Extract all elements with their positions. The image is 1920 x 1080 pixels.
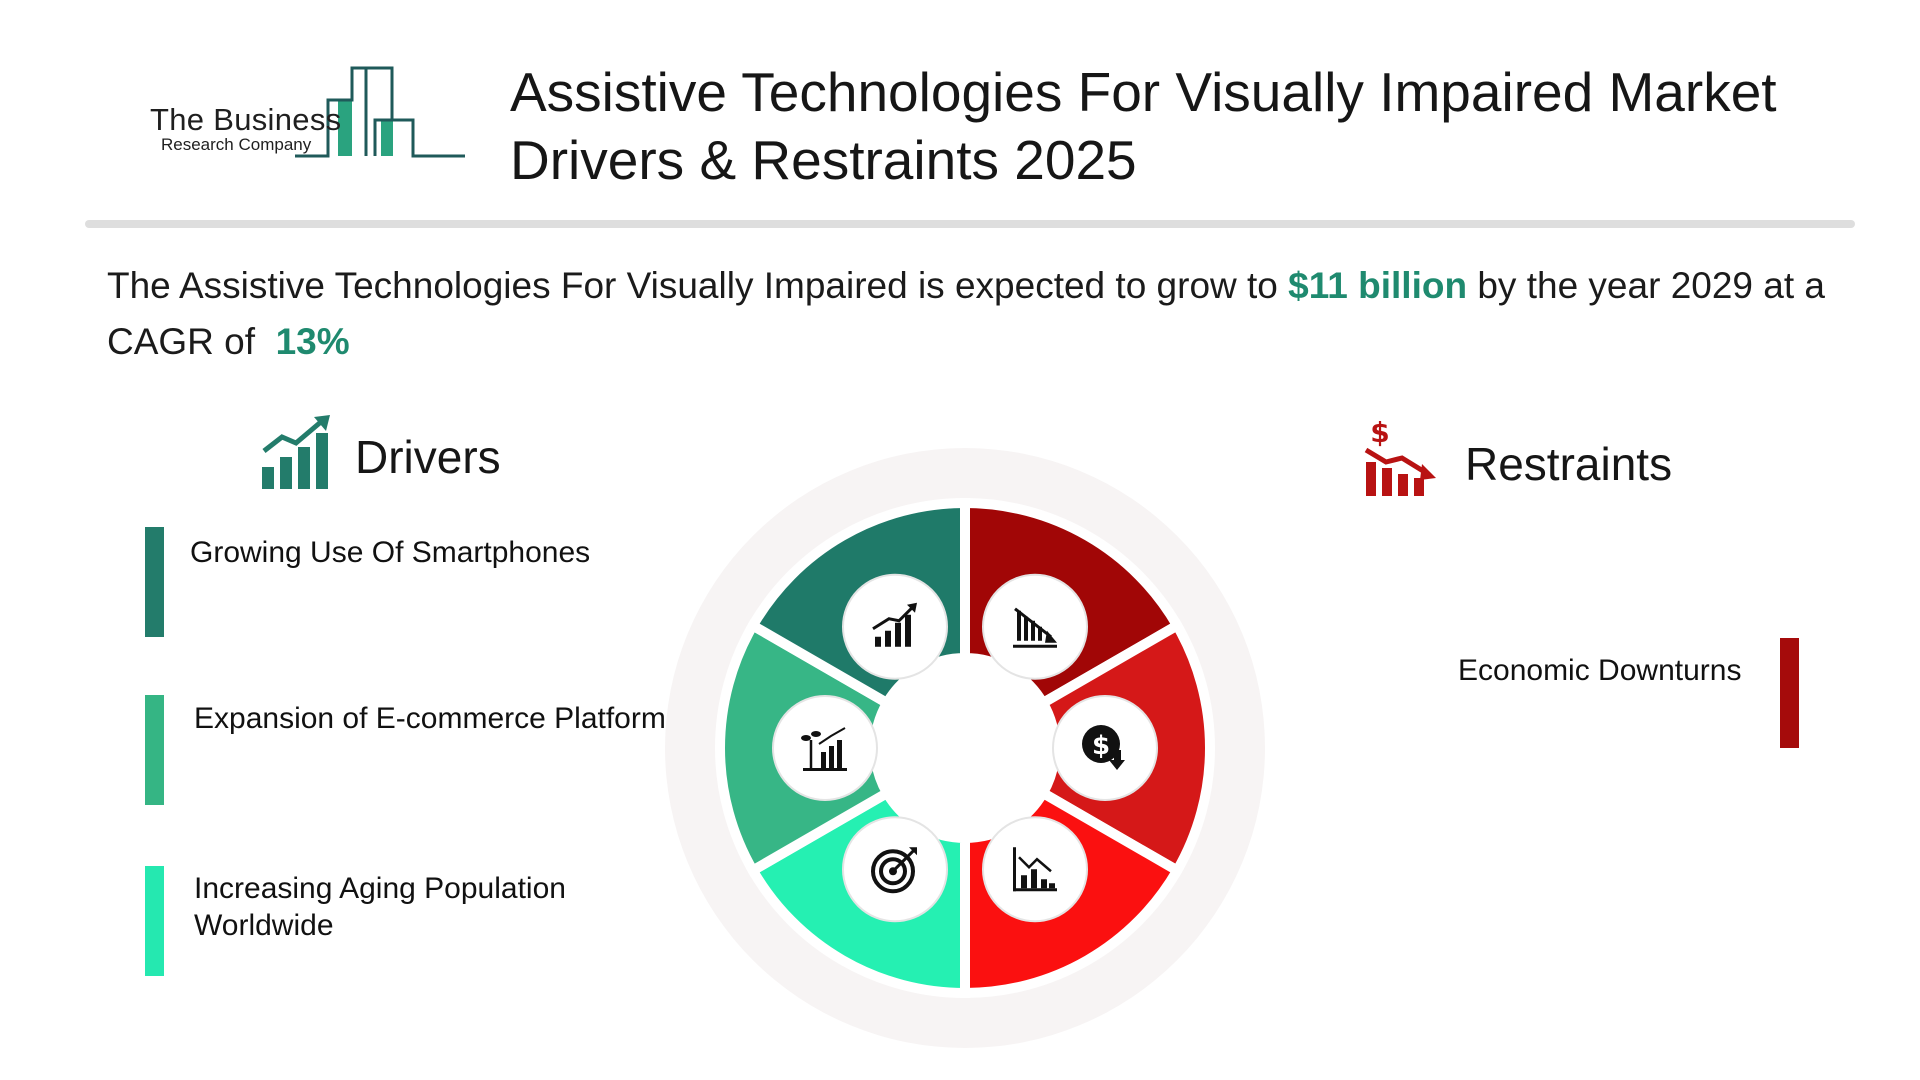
restraint-1-bar: [1780, 638, 1799, 748]
dollar-decline-icon: $: [1362, 416, 1438, 503]
wheel-center: [875, 658, 1055, 838]
cagr-value: 13%: [275, 321, 350, 362]
summary-prefix: The Assistive Technologies For Visually …: [107, 265, 1278, 306]
logo-name: The Business: [150, 102, 342, 137]
market-value: $11 billion: [1288, 265, 1468, 306]
company-logo: The Business Research Company: [145, 60, 475, 170]
restraints-title: Restraints: [1465, 438, 1673, 490]
page-title-line2: Drivers & Restraints 2025: [510, 129, 1137, 191]
driver-2-bar: [145, 695, 164, 805]
summary-middle: by the year 2029 at a CAGR of: [107, 265, 1825, 362]
dollar-down-icon: $: [1052, 695, 1158, 801]
page-title-line1: Assistive Technologies For Visually Impa…: [510, 61, 1777, 123]
chart-up-icon: [842, 573, 948, 680]
page-title: Assistive Technologies For Visually Impa…: [510, 58, 1890, 194]
svg-text:$: $: [1370, 418, 1389, 449]
header-divider: [85, 220, 1855, 228]
logo-subtitle: Research Company: [161, 135, 312, 154]
driver-3-bar: [145, 866, 164, 976]
logo-buildings-graphic: [295, 66, 465, 158]
chart-down-icon: [982, 573, 1088, 680]
drivers-title: Drivers: [355, 431, 501, 483]
growth-chart-icon: [260, 415, 332, 496]
target-icon: [842, 816, 948, 923]
driver-1-label: Growing Use Of Smartphones: [190, 536, 591, 569]
driver-3-label: Increasing Aging Population Worldwide: [194, 872, 566, 942]
bar-chart-decline-icon: [982, 816, 1088, 923]
market-summary: The Assistive Technologies For Visually …: [107, 258, 1887, 370]
drivers-restraints-wheel: $: [665, 448, 1265, 1053]
svg-text:$: $: [1092, 731, 1110, 761]
driver-1-bar: [145, 527, 164, 637]
plant-growth-icon: [772, 695, 878, 801]
driver-2-label: Expansion of E-commerce Platforms: [194, 702, 681, 735]
restraint-1-label: Economic Downturns: [1458, 654, 1742, 687]
